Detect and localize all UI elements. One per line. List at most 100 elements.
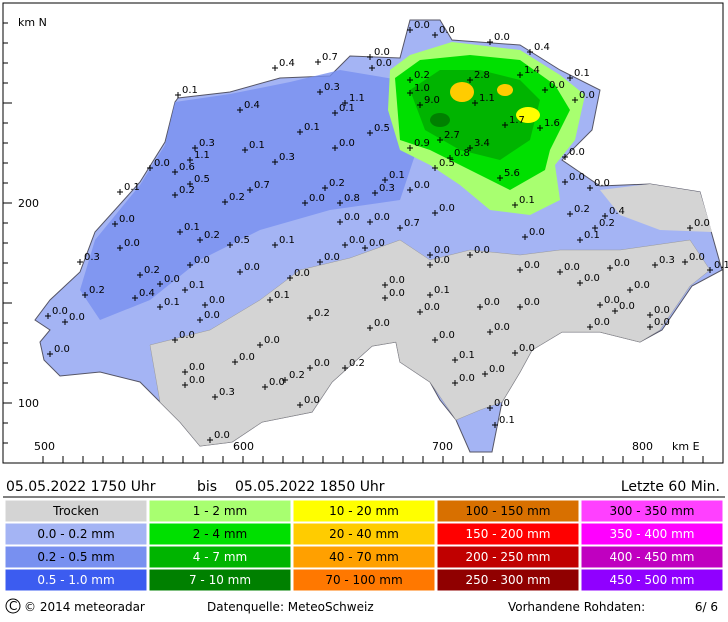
station-marker — [512, 350, 518, 356]
station-marker — [397, 225, 403, 231]
station-value: 1.7 — [509, 115, 525, 126]
station-value: 0.3 — [279, 152, 295, 163]
station-value: 0.5 — [194, 174, 210, 185]
legend-swatch — [148, 545, 292, 569]
legend-label: 1 - 2 mm — [193, 504, 247, 518]
copyright-c: C — [9, 599, 17, 613]
legend-swatch — [436, 522, 580, 546]
station-value: 0.0 — [519, 343, 535, 354]
station-value: 0.0 — [689, 252, 705, 263]
station-marker — [527, 49, 533, 55]
station-value: 0.1 — [279, 235, 295, 246]
rain-core — [450, 82, 474, 102]
station-marker — [487, 329, 493, 335]
station-marker — [197, 237, 203, 243]
station-value: 0.0 — [124, 238, 140, 249]
station-marker — [307, 365, 313, 371]
station-value: 0.0 — [194, 255, 210, 266]
station-value: 0.0 — [209, 295, 225, 306]
station-marker — [537, 125, 543, 131]
station-value: 0.0 — [239, 352, 255, 363]
station-marker — [467, 145, 473, 151]
station-marker — [587, 185, 593, 191]
station-marker — [342, 100, 348, 106]
station-marker — [562, 154, 568, 160]
station-value: 0.2 — [414, 70, 430, 81]
station-value: 0.3 — [199, 138, 215, 149]
station-value: 0.7 — [254, 180, 270, 191]
station-value: 0.0 — [594, 317, 610, 328]
station-value: 0.1 — [434, 285, 450, 296]
station-marker — [182, 382, 188, 388]
station-value: 0.0 — [424, 302, 440, 313]
station-marker — [172, 169, 178, 175]
station-marker — [45, 313, 51, 319]
station-marker — [477, 304, 483, 310]
station-marker — [432, 210, 438, 216]
legend-swatch — [148, 522, 292, 546]
station-marker — [342, 365, 348, 371]
station-marker — [317, 259, 323, 265]
station-marker — [232, 359, 238, 365]
station-value: 0.0 — [204, 310, 220, 321]
station-marker — [272, 65, 278, 71]
station-value: 0.0 — [376, 58, 392, 69]
legend-label: 10 - 20 mm — [329, 504, 399, 518]
station-marker — [542, 87, 548, 93]
station-marker — [427, 252, 433, 258]
station-value: 0.5 — [234, 235, 250, 246]
station-marker — [47, 351, 53, 357]
station-marker — [222, 199, 228, 205]
station-value: 0.1 — [189, 280, 205, 291]
station-marker — [177, 229, 183, 235]
station-marker — [687, 225, 693, 231]
station-value: 0.4 — [609, 206, 625, 217]
raw-count: 6/ 6 — [695, 600, 718, 614]
axis-label: 800 — [632, 440, 653, 453]
station-marker — [237, 107, 243, 113]
station-marker — [522, 234, 528, 240]
station-value: 3.4 — [474, 138, 490, 149]
station-value: 0.0 — [634, 280, 650, 291]
station-marker — [257, 342, 263, 348]
station-marker — [587, 324, 593, 330]
station-value: 0.0 — [304, 395, 320, 406]
station-value: 0.0 — [569, 147, 585, 158]
station-value: 0.3 — [84, 252, 100, 263]
station-value: 0.0 — [474, 245, 490, 256]
station-value: 0.0 — [339, 138, 355, 149]
station-marker — [417, 102, 423, 108]
station-value: 0.2 — [229, 192, 245, 203]
period: Letzte 60 Min. — [621, 479, 720, 495]
station-marker — [202, 302, 208, 308]
station-marker — [182, 369, 188, 375]
station-marker — [647, 324, 653, 330]
station-value: 0.0 — [389, 275, 405, 286]
station-value: 0.9 — [414, 138, 430, 149]
station-value: 0.0 — [579, 90, 595, 101]
station-marker — [307, 315, 313, 321]
station-marker — [187, 262, 193, 268]
station-marker — [627, 287, 633, 293]
station-value: 0.0 — [439, 203, 455, 214]
station-value: 0.1 — [184, 222, 200, 233]
station-marker — [427, 292, 433, 298]
station-marker — [157, 304, 163, 310]
station-marker — [407, 27, 413, 33]
station-value: 0.0 — [154, 158, 170, 169]
station-marker — [487, 39, 493, 45]
station-value: 0.0 — [614, 258, 630, 269]
time-from: 05.05.2022 1750 Uhr — [6, 479, 156, 495]
station-value: 0.1 — [459, 350, 475, 361]
stations: 0.0 0.00.00.40.00.00.70.40.10.40.31.10.10… — [45, 20, 728, 443]
station-value: 0.0 — [494, 32, 510, 43]
legend-label: 0.2 - 0.5 mm — [37, 550, 114, 564]
station-marker — [707, 267, 713, 273]
station-marker — [367, 54, 373, 60]
station-value: 0.0 — [369, 238, 385, 249]
station-value: 0.0 — [54, 344, 70, 355]
station-marker — [577, 237, 583, 243]
station-marker — [517, 267, 523, 273]
station-marker — [187, 157, 193, 163]
